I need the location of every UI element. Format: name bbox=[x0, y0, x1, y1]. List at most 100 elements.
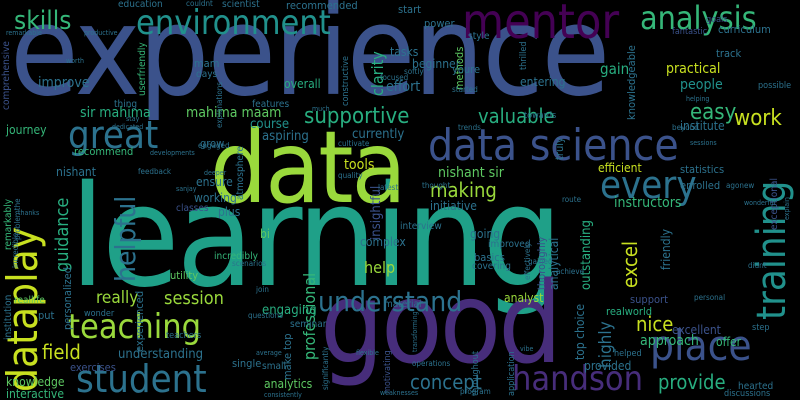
word-concept: concept bbox=[410, 370, 482, 394]
word-make-top: make top bbox=[281, 333, 294, 381]
word-nishant-sir: nishant sir bbox=[438, 165, 504, 181]
word-scenarios: scenarios bbox=[232, 259, 267, 268]
word-really: really bbox=[96, 288, 139, 308]
word-single: single bbox=[232, 357, 262, 370]
word-motivating: motivating bbox=[383, 350, 393, 394]
word-towards: towards bbox=[524, 111, 557, 121]
word-help: help bbox=[364, 258, 396, 277]
word-knowledge: knowledge bbox=[6, 375, 65, 389]
word-personal: personal bbox=[694, 293, 726, 302]
word-sir-mahima: sir mahima bbox=[80, 105, 151, 121]
word-plus: plus bbox=[218, 205, 241, 219]
word-operations: operations bbox=[412, 359, 451, 368]
word-stay: stay bbox=[126, 115, 140, 123]
word-deeper: deeper bbox=[204, 169, 227, 177]
word-explain: explain bbox=[783, 197, 791, 220]
word-great: great bbox=[68, 113, 159, 157]
word-thing: thing bbox=[114, 99, 138, 110]
word-practical: practical bbox=[666, 61, 721, 77]
word-data-science: data science bbox=[428, 120, 679, 171]
word-material: material bbox=[384, 299, 422, 310]
word-effectively: effectively bbox=[523, 242, 532, 280]
word-flexible: flexible bbox=[356, 349, 379, 357]
word-making: making bbox=[430, 178, 497, 202]
word-consistently: consistently bbox=[264, 391, 302, 399]
word-start: start bbox=[398, 3, 422, 16]
word-join: join bbox=[256, 285, 269, 294]
word-trends: trends bbox=[458, 123, 481, 132]
word-bi: bi bbox=[260, 227, 270, 241]
word-recommend: recommend bbox=[74, 145, 134, 158]
word-engaged: engaged bbox=[198, 141, 230, 150]
word-softly: softly bbox=[404, 67, 424, 76]
word-effort: effort bbox=[386, 79, 421, 95]
word-excel: excel bbox=[618, 241, 642, 288]
word-remarkable: remarkable bbox=[6, 29, 42, 37]
word-thanks: thanks bbox=[18, 209, 40, 217]
word-days: days bbox=[196, 69, 218, 80]
word-entering: entering bbox=[520, 75, 566, 89]
word-outstanding: outstanding bbox=[579, 220, 594, 290]
word-tasks: tasks bbox=[390, 45, 419, 59]
word-productive: productive bbox=[84, 29, 118, 37]
word-initiative: initiative bbox=[430, 199, 477, 213]
word-place: place bbox=[650, 321, 752, 370]
word-aspiring: aspiring bbox=[262, 129, 309, 144]
word-helping: helping bbox=[686, 95, 710, 103]
word-realworld: realworld bbox=[606, 305, 652, 318]
word-statistics: statistics bbox=[680, 163, 725, 176]
word-journey: journey bbox=[6, 123, 47, 137]
word-quality: quality bbox=[338, 171, 363, 180]
word-weaknesses: weaknesses bbox=[380, 389, 419, 397]
word-understand: understand bbox=[318, 285, 463, 318]
word-didnt: didnt bbox=[748, 261, 767, 270]
word-couldnt: couldnt bbox=[186, 0, 213, 8]
word-institution: institution bbox=[3, 294, 14, 340]
word-support: support bbox=[630, 293, 668, 306]
word-provided: provided bbox=[584, 359, 632, 373]
word-improved: improved bbox=[488, 239, 531, 250]
word-explanations: explanations bbox=[215, 81, 224, 128]
word-going: going bbox=[470, 227, 501, 241]
word-sanjay: sanjay bbox=[176, 185, 197, 193]
word-feedback: feedback bbox=[138, 167, 172, 176]
word-nice: nice bbox=[636, 312, 674, 336]
word-easy: easy bbox=[690, 100, 737, 125]
word-cultivate: cultivate bbox=[338, 139, 370, 148]
word-approach: approach bbox=[640, 333, 699, 349]
word-wonder: wonder bbox=[84, 309, 115, 319]
word-helped: helped bbox=[614, 349, 642, 359]
word-valuable: valuable bbox=[478, 104, 555, 128]
word-scientist: scientist bbox=[222, 0, 260, 10]
word-top-choice: top choice bbox=[573, 303, 587, 360]
word-utility: utility bbox=[170, 269, 199, 282]
word-exercises: exercises bbox=[70, 361, 116, 374]
word-fantastic: fantastic bbox=[672, 27, 708, 37]
word-learning: learning bbox=[70, 156, 563, 319]
word-complex: complex bbox=[360, 235, 406, 249]
word-significantly: significantly bbox=[321, 346, 330, 390]
word-problemthe: problemthe bbox=[13, 198, 22, 240]
word-working: working bbox=[194, 191, 237, 205]
word-application: application bbox=[507, 351, 517, 396]
word-vibe: vibe bbox=[520, 345, 534, 353]
word-dedicated: dedicated bbox=[112, 123, 144, 131]
word-overall: overall bbox=[284, 77, 321, 91]
word-good: good bbox=[320, 259, 562, 389]
word-mam: mam bbox=[194, 57, 220, 70]
word-skills: skills bbox=[14, 6, 72, 36]
word-small: small bbox=[262, 361, 286, 372]
word-beyond: beyond bbox=[672, 123, 699, 132]
word-people: people bbox=[680, 77, 723, 93]
word-route: route bbox=[562, 195, 581, 204]
word-helpful: helpful bbox=[109, 195, 142, 282]
word-focused: focused bbox=[380, 73, 409, 82]
word-currently: currently bbox=[352, 127, 405, 142]
word-put: put bbox=[38, 309, 55, 322]
word-curriculum: curriculum bbox=[718, 23, 771, 36]
word-thought: thought bbox=[422, 181, 451, 190]
word-understanding: understanding bbox=[118, 347, 204, 362]
word-mahima-maam: mahima maam bbox=[186, 105, 282, 121]
word-tools: tools bbox=[344, 157, 375, 173]
word-comprehensive: comprehensive bbox=[1, 41, 12, 110]
